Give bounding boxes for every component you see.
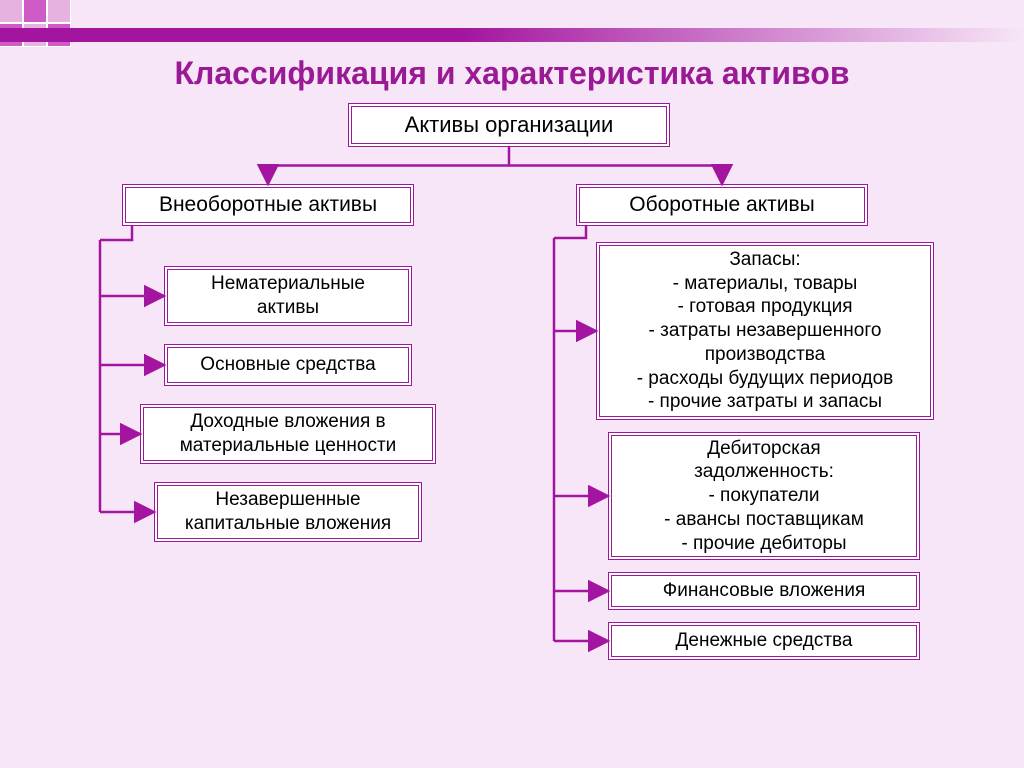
node-left-category: Внеоборотные активы: [122, 184, 414, 226]
node-left-item-label: Основные средства: [200, 353, 375, 377]
node-right-item: Запасы: - материалы, товары - готовая пр…: [596, 242, 934, 420]
node-right-item: Денежные средства: [608, 622, 920, 660]
node-right-item-label: Дебиторская задолженность: - покупатели …: [664, 437, 864, 556]
node-left-item: Нематериальные активы: [164, 266, 412, 326]
node-right-item: Финансовые вложения: [608, 572, 920, 610]
node-left-item: Основные средства: [164, 344, 412, 386]
node-right-category-label: Оборотные активы: [629, 192, 814, 218]
node-right-item-label: Денежные средства: [676, 629, 853, 653]
node-left-item: Незавершенные капитальные вложения: [154, 482, 422, 542]
node-right-category: Оборотные активы: [576, 184, 868, 226]
slide-title: Классификация и характеристика активов: [80, 55, 944, 92]
node-right-item-label: Финансовые вложения: [663, 579, 865, 603]
node-left-category-label: Внеоборотные активы: [159, 192, 377, 218]
node-left-item-label: Незавершенные капитальные вложения: [185, 488, 391, 536]
node-right-item: Дебиторская задолженность: - покупатели …: [608, 432, 920, 560]
node-left-item: Доходные вложения в материальные ценност…: [140, 404, 436, 464]
accent-bar: [0, 28, 1024, 42]
node-left-item-label: Доходные вложения в материальные ценност…: [180, 410, 397, 458]
node-right-item-label: Запасы: - материалы, товары - готовая пр…: [637, 248, 894, 414]
node-root: Активы организации: [348, 103, 670, 147]
node-left-item-label: Нематериальные активы: [211, 272, 365, 320]
node-root-label: Активы организации: [405, 111, 614, 139]
